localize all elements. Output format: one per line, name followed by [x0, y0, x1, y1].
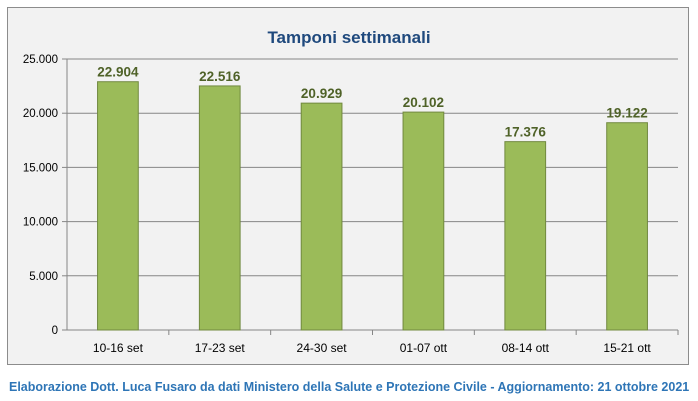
x-tick-label: 01-07 ott	[400, 341, 448, 355]
data-label: 22.904	[97, 65, 139, 80]
credit-line: Elaborazione Dott. Luca Fusaro da dati M…	[9, 380, 690, 394]
y-tick-label: 15.000	[23, 162, 58, 174]
x-tick-label: 17-23 set	[195, 341, 246, 355]
y-tick-label: 10.000	[23, 217, 58, 229]
bar	[402, 111, 445, 331]
y-tick-label: 0	[52, 325, 58, 337]
bar	[606, 122, 648, 331]
data-label: 17.376	[505, 125, 547, 140]
x-tick-label: 10-16 set	[93, 341, 144, 355]
chart-title: Tamponi settimanali	[267, 28, 431, 47]
data-label: 22.516	[199, 69, 241, 84]
y-tick-label: 20.000	[23, 108, 58, 120]
bar	[300, 102, 343, 331]
y-tick-label: 25.000	[23, 54, 58, 66]
bar	[198, 85, 241, 331]
x-tick-label: 15-21 ott	[603, 341, 651, 355]
x-tick-label: 08-14 ott	[502, 341, 550, 355]
x-tick-label: 24-30 set	[297, 341, 348, 355]
bar	[97, 81, 139, 331]
data-label: 19.122	[606, 106, 647, 121]
bar	[504, 141, 547, 331]
data-label: 20.929	[301, 86, 342, 101]
chart-frame: Tamponi settimanali 0 5.000 10.000 15.000 20…	[7, 7, 689, 365]
y-tick-label: 5.000	[29, 271, 58, 283]
bar-chart: 0 5.000 10.000 15.000 20.000 25.000 10-16 set 2…	[23, 54, 679, 355]
data-label: 20.102	[403, 95, 444, 110]
